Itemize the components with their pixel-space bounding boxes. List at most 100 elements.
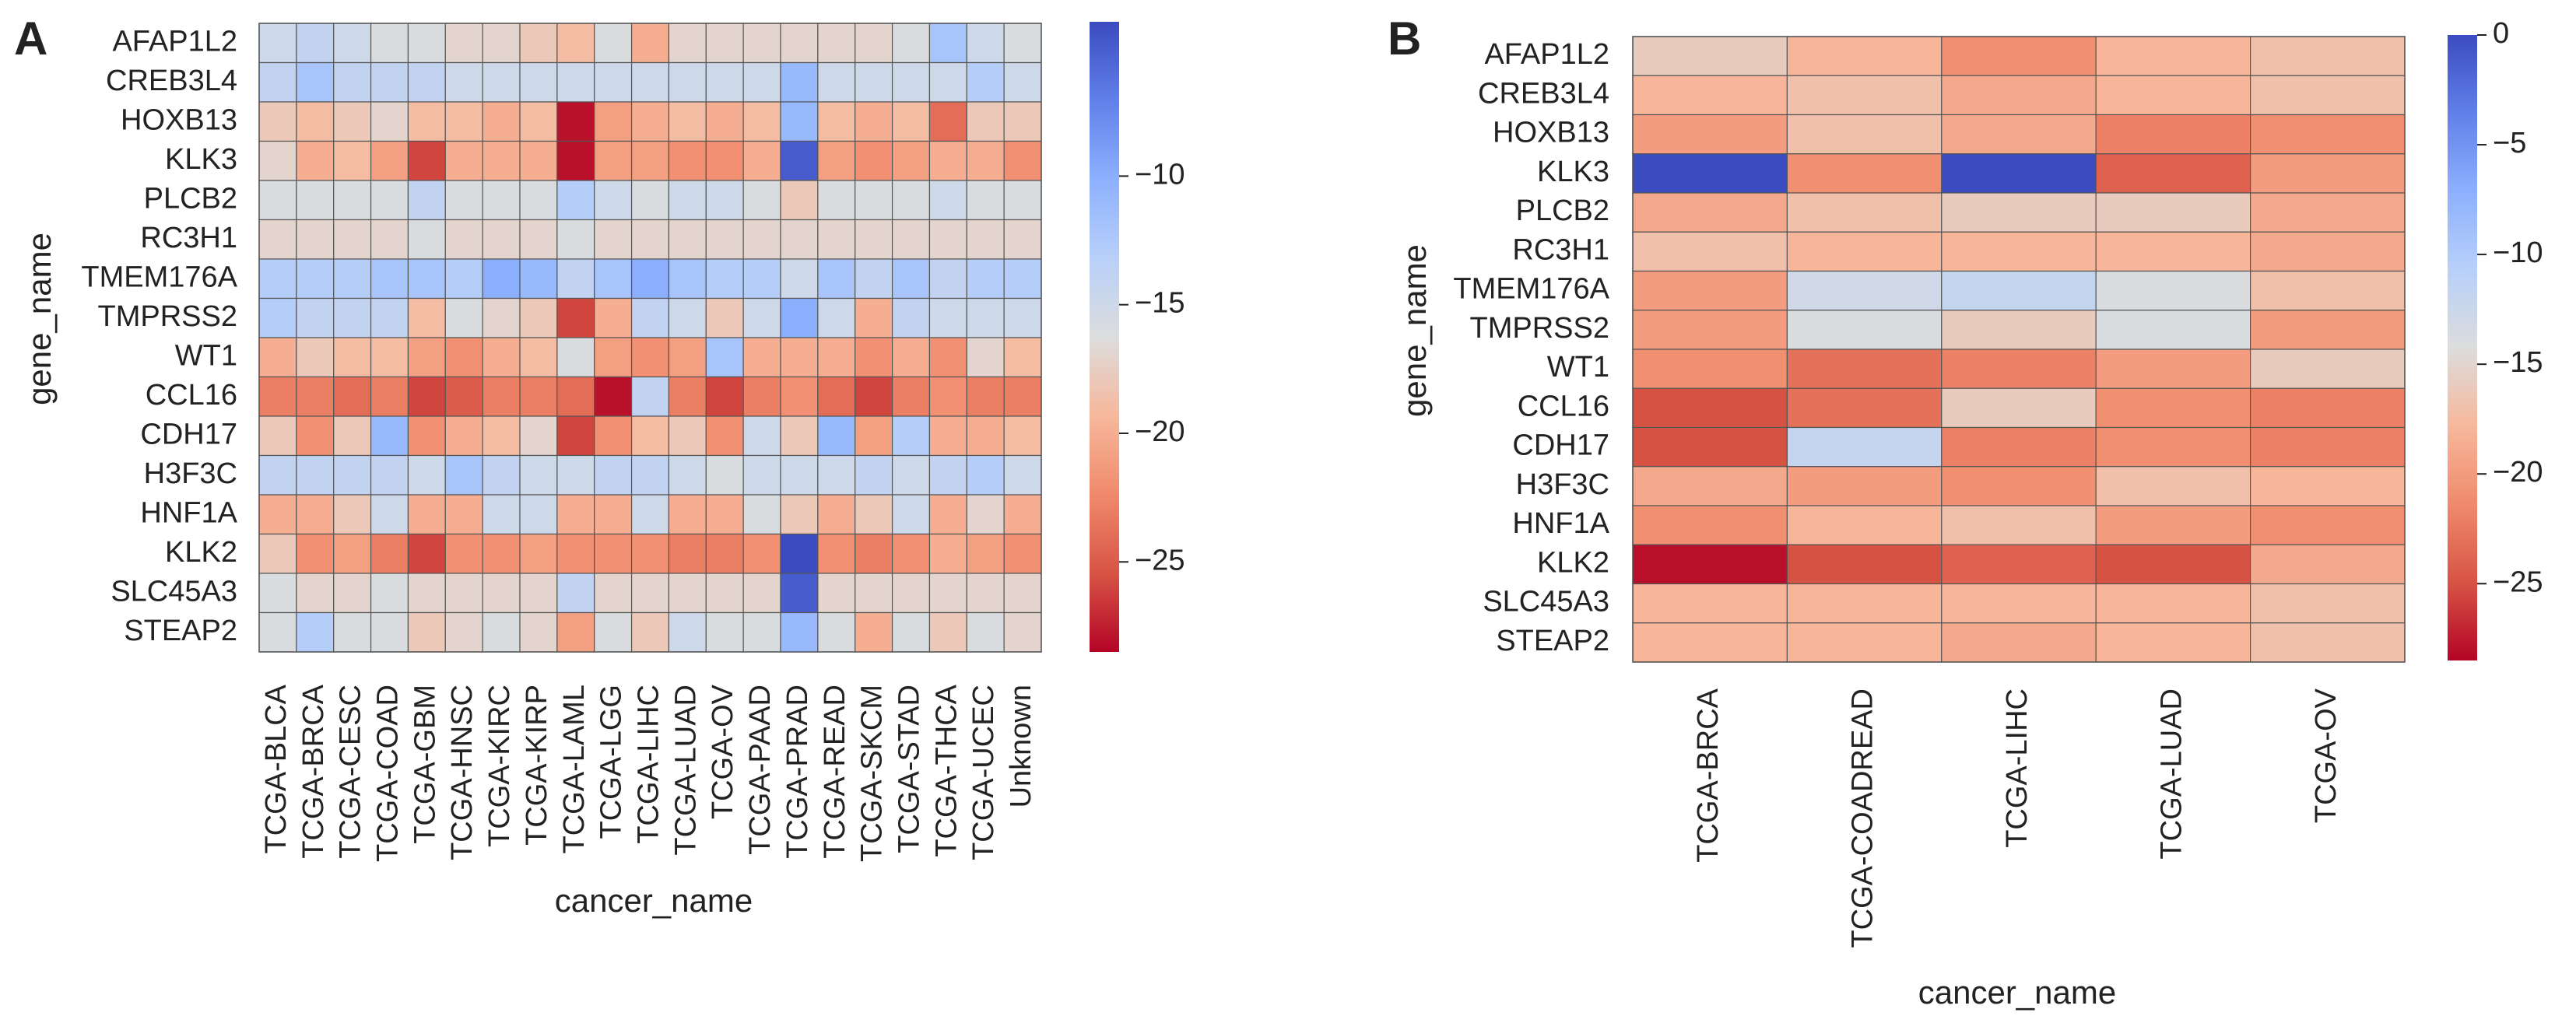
heatmap-a-cell: [891, 454, 931, 496]
heatmap-a-cell: [407, 297, 446, 338]
heatmap-b-cell: [1786, 387, 1943, 429]
heatmap-a-cell: [556, 454, 595, 496]
heatmap-a-cell: [891, 337, 931, 378]
colorbar-tick-label: −20: [1135, 415, 1184, 448]
heatmap-a-cell: [296, 23, 335, 64]
heatmap-a-cell: [556, 376, 595, 417]
heatmap-b-cell: [1632, 75, 1788, 116]
heatmap-a-cell: [817, 180, 856, 221]
heatmap-a-cell: [296, 61, 335, 103]
colorbar-gradient: [2448, 35, 2477, 660]
heatmap-a-cell: [296, 219, 335, 260]
heatmap-b-cell: [2095, 310, 2251, 350]
heatmap-b-cell: [2095, 231, 2251, 272]
heatmap-a-cell: [817, 140, 856, 181]
heatmap-a-cell: [333, 494, 372, 535]
heatmap-a-cell: [444, 376, 483, 417]
heatmap-a-cell: [817, 415, 856, 457]
heatmap-b-cell: [2250, 231, 2406, 272]
heatmap-a-column-label: TCGA-LAML: [558, 685, 591, 853]
heatmap-a-cell: [519, 337, 558, 378]
heatmap-b-cell: [2095, 426, 2251, 468]
heatmap-a-cell: [444, 611, 483, 653]
heatmap-a-row-label: CDH17: [140, 418, 237, 450]
heatmap-a-cell: [444, 140, 483, 181]
heatmap-a-cell: [370, 376, 409, 417]
heatmap-a-row-label: HOXB13: [121, 103, 237, 136]
heatmap-a-cell: [333, 533, 372, 574]
heatmap-a-cell: [556, 573, 595, 614]
heatmap-b-cell: [1632, 349, 1788, 389]
heatmap-a-cell: [519, 61, 558, 103]
heatmap-a-cell: [817, 23, 856, 64]
heatmap-a-cell: [444, 415, 483, 457]
heatmap-a-cell: [891, 573, 931, 614]
heatmap-a-row-label: STEAP2: [124, 615, 237, 647]
heatmap-b-x-axis-label: cancer_name: [1918, 974, 2116, 1011]
heatmap-a-cell: [482, 23, 521, 64]
heatmap-a-cell: [1003, 611, 1042, 653]
heatmap-a-cell: [407, 258, 446, 300]
heatmap-a-cell: [258, 454, 297, 496]
heatmap-a-cell: [258, 337, 297, 378]
heatmap-a-cell: [296, 454, 335, 496]
heatmap-a-cell: [705, 180, 744, 221]
heatmap-a-cell: [780, 573, 819, 614]
heatmap-a-cell: [370, 415, 409, 457]
heatmap-b-cell: [1941, 36, 2097, 76]
heatmap-a-cell: [333, 297, 372, 338]
heatmap-a-cell: [594, 297, 633, 338]
heatmap-a-cell: [594, 101, 633, 142]
heatmap-a-cell: [742, 180, 781, 221]
heatmap-a-cell: [928, 297, 967, 338]
heatmap-a-cell: [370, 258, 409, 300]
heatmap-b-cell: [1941, 270, 2097, 311]
heatmap-a-cell: [780, 258, 819, 300]
heatmap-a-cell: [594, 337, 633, 378]
heatmap-b-row-label: H3F3C: [1516, 468, 1609, 501]
heatmap-a-cell: [855, 297, 893, 338]
heatmap-b-cell: [1786, 114, 1943, 155]
heatmap-a-cell: [1003, 61, 1042, 103]
heatmap-a-cell: [817, 101, 856, 142]
heatmap-b-cell: [2095, 349, 2251, 389]
heatmap-a-cell: [370, 573, 409, 614]
heatmap-a-cell: [444, 337, 483, 378]
heatmap-a-cell: [333, 23, 372, 64]
heatmap-a-cell: [668, 140, 707, 181]
heatmap-a-cell: [594, 415, 633, 457]
heatmap-a-cell: [742, 297, 781, 338]
heatmap-a-cell: [742, 573, 781, 614]
heatmap-a-cell: [370, 101, 409, 142]
heatmap-a-cell: [444, 533, 483, 574]
heatmap-a-cell: [556, 140, 595, 181]
heatmap-a-cell: [444, 23, 483, 64]
heatmap-b-cell: [1786, 270, 1943, 311]
heatmap-a-cell: [891, 533, 931, 574]
heatmap-a-cell: [966, 573, 1005, 614]
heatmap-a-cell: [780, 611, 819, 653]
heatmap-a-cell: [742, 533, 781, 574]
heatmap-a-cell: [966, 61, 1005, 103]
colorbar-tick-label: −10: [2493, 236, 2543, 269]
heatmap-a-cell: [556, 494, 595, 535]
heatmap-a-column-label: TCGA-LUAD: [669, 685, 702, 856]
heatmap-a-cell: [928, 180, 967, 221]
heatmap-a-cell: [482, 219, 521, 260]
heatmap-a-cell: [519, 494, 558, 535]
heatmap-a-x-axis-label: cancer_name: [555, 882, 753, 919]
heatmap-a-cell: [519, 533, 558, 574]
colorbar-tick-label: −25: [1135, 544, 1184, 576]
heatmap-a-cell: [891, 415, 931, 457]
heatmap-a-cell: [928, 494, 967, 535]
heatmap-b-cell: [1632, 387, 1788, 429]
heatmap-a-cell: [966, 533, 1005, 574]
heatmap-a-row-label: H3F3C: [144, 457, 237, 490]
heatmap-a-column-label: TCGA-OV: [707, 684, 739, 819]
heatmap-a-cell: [891, 101, 931, 142]
heatmap-a-column-label: TCGA-THCA: [930, 684, 963, 857]
heatmap-b-cell: [1941, 466, 2097, 506]
heatmap-a-cell: [296, 101, 335, 142]
heatmap-a-cell: [407, 61, 446, 103]
heatmap-a-cell: [855, 494, 893, 535]
